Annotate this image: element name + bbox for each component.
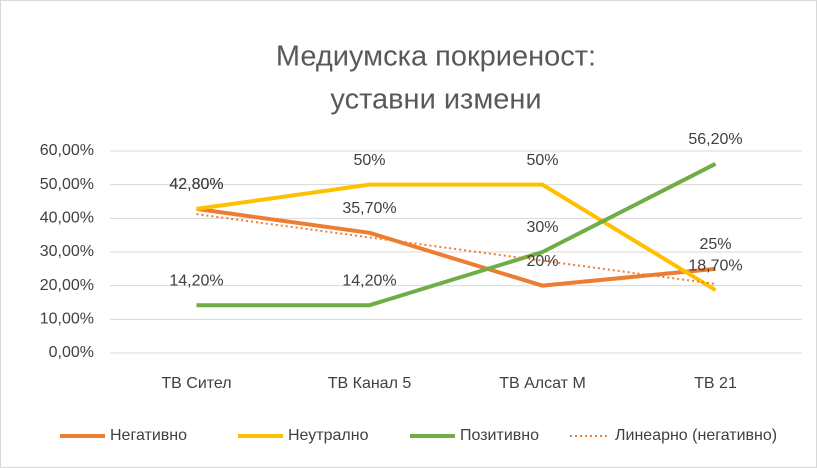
series-line bbox=[196, 206, 716, 288]
y-tick-label: 30,00% bbox=[40, 243, 94, 260]
data-label: 14,20% bbox=[169, 272, 223, 289]
legend-label: Линеарно (негативно) bbox=[615, 427, 777, 444]
data-label: 35,70% bbox=[342, 200, 396, 217]
data-label: 20% bbox=[526, 253, 558, 270]
y-tick-label: 50,00% bbox=[40, 176, 94, 193]
trend-line bbox=[196, 213, 716, 285]
data-label: 42,80% bbox=[169, 176, 223, 193]
chart-title: уставни измени bbox=[330, 84, 541, 116]
chart-title: Медиумска покриеност: bbox=[276, 41, 596, 73]
y-tick-label: 10,00% bbox=[40, 311, 94, 328]
y-tick-label: 0,00% bbox=[49, 344, 94, 361]
data-label: 50% bbox=[526, 152, 558, 169]
y-tick-label: 40,00% bbox=[40, 210, 94, 227]
legend-label: Негативно bbox=[110, 427, 187, 444]
data-label: 30% bbox=[526, 219, 558, 236]
x-tick-label: ТВ Канал 5 bbox=[328, 375, 412, 392]
legend-label: Неутрално bbox=[288, 427, 369, 444]
series-line bbox=[196, 162, 717, 308]
data-label: 56,20% bbox=[688, 131, 742, 148]
data-label: 14,20% bbox=[342, 272, 396, 289]
data-label: 42,80% bbox=[169, 176, 223, 193]
x-tick-label: ТВ Алсат М bbox=[499, 375, 586, 392]
data-label: 50% bbox=[353, 152, 385, 169]
data-label: 18,70% bbox=[688, 257, 742, 274]
x-tick-label: ТВ Сител bbox=[161, 375, 231, 392]
y-tick-label: 20,00% bbox=[40, 277, 94, 294]
y-tick-label: 60,00% bbox=[40, 142, 94, 159]
x-tick-label: ТВ 21 bbox=[694, 375, 737, 392]
data-label: 25% bbox=[699, 236, 731, 253]
series-line bbox=[196, 182, 717, 292]
legend-label: Позитивно bbox=[460, 427, 539, 444]
